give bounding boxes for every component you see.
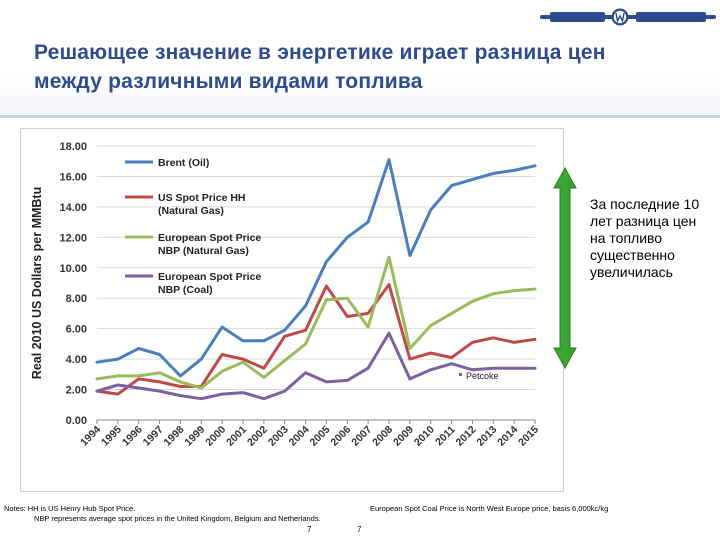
series-line-2 — [95, 283, 537, 396]
x-tick-label: 2005 — [308, 424, 333, 449]
x-tick-label: 2013 — [474, 424, 499, 449]
y-tick-label: 10.00 — [59, 263, 87, 275]
legend-label: European Spot Price — [158, 271, 261, 283]
footnote-line-2: NBP represents average spot prices in th… — [34, 514, 321, 523]
x-tick-label: 2001 — [224, 424, 249, 449]
y-tick-label: 16.00 — [59, 171, 87, 183]
x-tick-label: 2008 — [370, 424, 395, 449]
x-tick-label: 2014 — [495, 424, 520, 449]
legend-label: Brent (Oil) — [158, 157, 209, 169]
header-divider — [0, 115, 720, 118]
series-line-4 — [95, 331, 537, 401]
y-tick-label: 8.00 — [66, 293, 87, 305]
x-tick-label: 2010 — [412, 424, 437, 449]
x-tick-label: 1998 — [162, 424, 187, 449]
y-tick-label: 2.00 — [66, 385, 87, 397]
x-tick-label: 2003 — [266, 424, 291, 449]
x-tick-label: 1994 — [78, 424, 103, 449]
footnote-line-1: Notes: HH is US Henry Hub Spot Price. — [4, 504, 136, 513]
company-logo — [540, 8, 716, 26]
annotation-marker — [459, 373, 462, 376]
annotation-label: Petcoke — [466, 371, 499, 381]
x-tick-label: 2011 — [433, 424, 458, 449]
legend-label: European Spot Price — [158, 232, 261, 244]
x-tick-label: 2015 — [516, 424, 541, 449]
legend-label: NBP (Natural Gas) — [158, 245, 249, 257]
range-arrow-icon — [553, 166, 577, 370]
y-tick-label: 18.00 — [59, 141, 87, 153]
y-axis-label: Real 2010 US Dollars per MMBtu — [30, 187, 44, 379]
slide-title: Решающее значение в энергетике играет ра… — [34, 41, 606, 93]
x-tick-label: 2009 — [391, 424, 416, 449]
x-tick-label: 1997 — [141, 424, 166, 449]
x-tick-label: 2004 — [287, 424, 312, 449]
series-line-3 — [95, 255, 537, 390]
page-number: 7 — [307, 525, 312, 534]
y-tick-label: 0.00 — [66, 415, 87, 427]
x-tick-label: 2012 — [454, 424, 479, 449]
x-tick-label: 1995 — [99, 424, 124, 449]
legend-label: US Spot Price HH — [158, 192, 246, 204]
legend-label: NBP (Coal) — [158, 284, 213, 296]
x-tick-label: 2007 — [349, 424, 374, 449]
page-number-secondary: 7 — [357, 525, 362, 534]
footnote-left: Notes: HH is US Henry Hub Spot Price. NB… — [4, 504, 321, 524]
x-tick-label: 2000 — [203, 424, 228, 449]
y-tick-label: 12.00 — [59, 232, 87, 244]
y-tick-label: 4.00 — [66, 354, 87, 366]
chart-frame — [20, 128, 564, 492]
x-tick-label: 2002 — [245, 424, 270, 449]
callout-text: За последние 10 лет разница цен на топли… — [590, 196, 700, 280]
x-tick-label: 2006 — [328, 424, 353, 449]
y-tick-label: 6.00 — [66, 324, 87, 336]
footnote-right: European Spot Coal Price is North West E… — [370, 504, 609, 513]
x-tick-label: 1999 — [182, 424, 207, 449]
legend-label: (Natural Gas) — [158, 205, 224, 217]
y-tick-label: 14.00 — [59, 202, 87, 214]
x-tick-label: 1996 — [120, 424, 145, 449]
series-line-1 — [95, 158, 537, 378]
